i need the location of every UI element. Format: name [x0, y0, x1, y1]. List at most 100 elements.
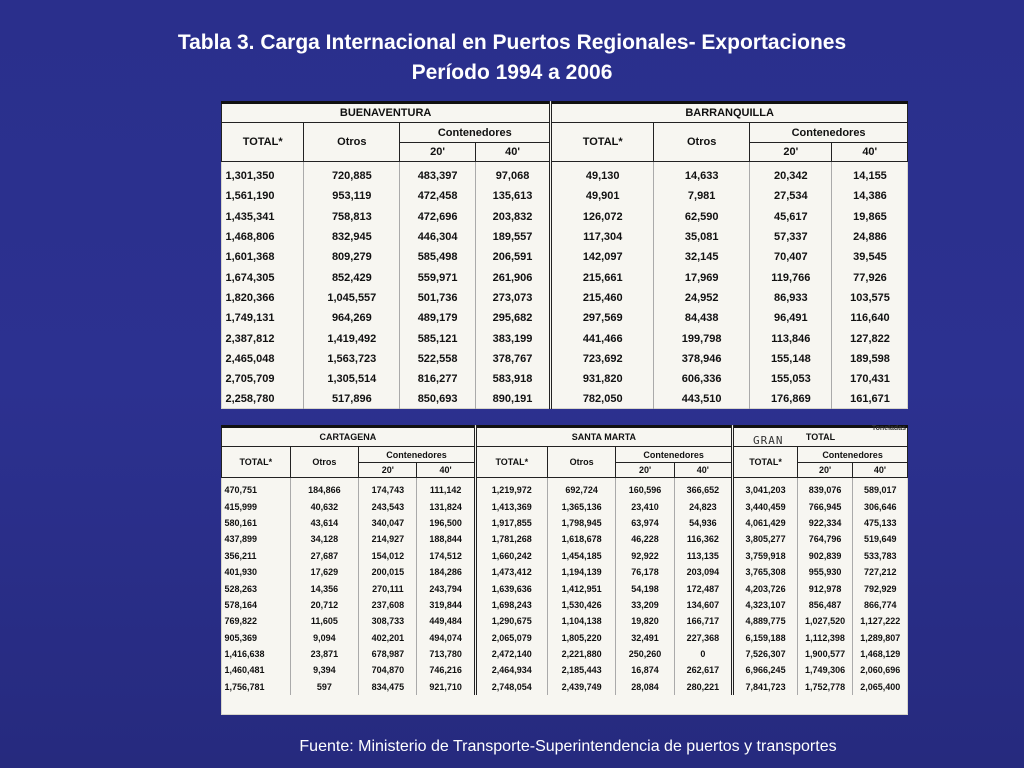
- table-cell: 1,749,306: [797, 662, 853, 679]
- table-cell: 1,561,190: [225, 190, 275, 203]
- table-cell: 2,465,048: [225, 352, 275, 365]
- col-header-20: 20': [797, 462, 854, 478]
- table-cell: 200,015: [358, 563, 417, 581]
- table-cell: 1,305,514: [303, 368, 400, 390]
- table-cell: 57,337: [749, 226, 832, 248]
- table-cell: 113,846: [749, 328, 832, 349]
- table-cell: 32,491: [615, 629, 675, 646]
- table-cell: 1,412,951: [546, 580, 616, 597]
- table-cell: 1,365,136: [546, 498, 616, 515]
- table-cell: 308,733: [358, 613, 417, 630]
- table-cell: 243,543: [358, 498, 417, 515]
- table-cell: 174,512: [416, 547, 476, 564]
- table-cell: 953,119: [303, 186, 400, 207]
- table-cell: 49,901: [549, 186, 654, 207]
- table-cell: 6,966,245: [730, 662, 798, 679]
- table-cell: 2,185,443: [546, 662, 616, 679]
- table-cell: 7,526,307: [730, 645, 798, 663]
- table-cell: 4,323,107: [730, 596, 798, 614]
- table-cell: 2,748,054: [473, 678, 548, 696]
- table-cell: 1,674,305: [225, 271, 275, 284]
- table-cell: 809,279: [303, 247, 400, 268]
- table-cell: 1,301,350: [225, 170, 275, 183]
- table-cell: 46,228: [615, 531, 675, 548]
- table-cell: 166,717: [673, 613, 733, 630]
- table-row: 1,435,341 758,813 472,696 203,832 126,072 62,…: [222, 206, 908, 227]
- table-cell: 20,342: [749, 161, 832, 187]
- col-header-total: TOTAL*: [473, 446, 548, 478]
- table-cell: 723,692: [549, 348, 654, 369]
- table-cell: 902,839: [797, 547, 853, 564]
- table-cell: 905,369: [224, 632, 258, 643]
- table-cell: 449,484: [416, 613, 476, 630]
- table-cell: 174,743: [358, 477, 417, 499]
- table-cell: 92,922: [615, 547, 675, 564]
- table-cell: 1,639,636: [473, 580, 548, 597]
- table-cell: 720,885: [303, 161, 400, 187]
- table-cell: 184,286: [416, 563, 476, 581]
- table-cell: 1,618,678: [546, 531, 616, 548]
- table-cell: 443,510: [653, 389, 750, 409]
- table-cell: 172,487: [673, 580, 733, 597]
- table-cell: 2,065,400: [852, 678, 908, 696]
- table-cell: 501,736: [399, 287, 476, 309]
- table-cell: 1,473,412: [473, 563, 548, 581]
- table-cell: 834,475: [358, 678, 417, 696]
- table-row: 578,164 20,712 237,608 319,844 1,698,243 1,53…: [222, 596, 908, 614]
- table-cell: 49,130: [549, 161, 654, 187]
- col-header-otros: Otros: [546, 446, 617, 478]
- table-cell: 119,766: [749, 267, 832, 288]
- table-cell: 356,211: [224, 550, 257, 561]
- table-cell: 116,362: [673, 531, 733, 548]
- table-row: 2,387,812 1,419,492 585,121 383,199 441,466 1…: [222, 328, 908, 349]
- table-cell: 1,290,675: [473, 613, 548, 630]
- table-cell: 921,710: [416, 678, 476, 696]
- table-cell: 1,127,222: [852, 613, 908, 630]
- table-buenaventura-barranquilla: BUENAVENTURA BARRANQUILLA TOTAL* Otros C…: [221, 101, 908, 409]
- table-cell: 27,534: [749, 186, 832, 207]
- table-cell: 1,194,139: [546, 563, 616, 581]
- table-cell: 2,705,709: [225, 373, 275, 386]
- table-cell: 2,387,812: [225, 332, 275, 345]
- table-cell: 3,765,308: [730, 563, 798, 581]
- table-cell: 1,530,426: [546, 596, 616, 614]
- table-row: 401,930 17,629 200,015 184,286 1,473,412 1,19…: [222, 563, 908, 581]
- table-cell: 0: [673, 645, 733, 663]
- table-cell: 14,633: [653, 161, 750, 187]
- table-cell: 912,978: [797, 580, 853, 597]
- col-header-total: TOTAL*: [549, 122, 655, 162]
- table-cell: 63,974: [615, 514, 675, 532]
- table-cell: 184,866: [289, 477, 359, 499]
- table-row: 2,705,709 1,305,514 816,277 583,918 931,820 6…: [222, 368, 908, 390]
- table-cell: 3,805,277: [730, 531, 798, 548]
- table-cell: 77,926: [831, 267, 908, 288]
- table-cell: 559,971: [399, 267, 476, 288]
- col-header-contenedores: Contenedores: [749, 122, 908, 143]
- col-header-contenedores: Contenedores: [399, 122, 552, 143]
- table-cell: 378,767: [474, 348, 551, 369]
- table-cell: 1,468,129: [852, 645, 908, 663]
- table-cell: 483,397: [399, 161, 476, 187]
- table-cell: 578,164: [224, 599, 258, 610]
- group-header-santa-marta: SANTA MARTA: [473, 425, 733, 447]
- table-cell: 839,076: [797, 477, 853, 499]
- source-footnote: Fuente: Ministerio de Transporte-Superin…: [299, 738, 837, 755]
- table-cell: 319,844: [416, 596, 476, 614]
- table-cell: 931,820: [549, 368, 654, 390]
- table-cell: 2,221,880: [546, 645, 616, 663]
- table-cell: 1,413,369: [473, 498, 548, 515]
- table-cell: 522,558: [399, 348, 476, 369]
- table-cell: 273,073: [474, 287, 551, 309]
- table-cell: 1,752,778: [797, 678, 853, 696]
- table-cell: 203,094: [673, 563, 733, 581]
- handwritten-note: GRAN: [753, 434, 784, 447]
- table-cell: 227,368: [673, 629, 733, 646]
- table-cell: 2,439,749: [546, 678, 616, 696]
- table-cell: 340,047: [358, 514, 417, 532]
- table-cell: 33,209: [615, 596, 675, 614]
- table-cell: 295,682: [474, 308, 551, 329]
- table-cartagena-santamarta-total: CARTAGENA SANTA MARTA TOTAL TOTAL* Otros…: [221, 425, 908, 696]
- slide-title: Tabla 3. Carga Internacional en Puertos …: [0, 28, 1024, 88]
- table-cell: 27,687: [289, 547, 359, 564]
- table-row: 1,674,305 852,429 559,971 261,906 215,661 17,…: [222, 267, 908, 288]
